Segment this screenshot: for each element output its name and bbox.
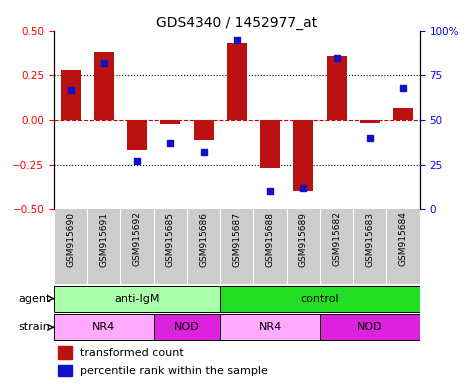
Text: GSM915688: GSM915688 bbox=[265, 212, 275, 266]
Text: anti-IgM: anti-IgM bbox=[114, 293, 160, 304]
Bar bbox=[61, 70, 81, 120]
Point bbox=[166, 140, 174, 146]
Bar bbox=[94, 52, 114, 120]
Bar bbox=[127, 120, 147, 151]
Text: GSM915691: GSM915691 bbox=[99, 212, 108, 266]
Text: agent: agent bbox=[18, 293, 50, 304]
Text: strain: strain bbox=[18, 322, 50, 333]
Point bbox=[400, 85, 407, 91]
Text: control: control bbox=[301, 293, 339, 304]
Bar bbox=[320, 314, 420, 340]
Text: NR4: NR4 bbox=[258, 322, 282, 333]
Bar bbox=[194, 120, 213, 140]
Point bbox=[366, 135, 374, 141]
Point bbox=[266, 189, 274, 195]
Point bbox=[200, 149, 207, 155]
Point bbox=[333, 55, 340, 61]
Bar bbox=[326, 56, 347, 120]
Bar bbox=[220, 286, 420, 311]
Text: GSM915686: GSM915686 bbox=[199, 212, 208, 266]
Text: percentile rank within the sample: percentile rank within the sample bbox=[80, 366, 267, 376]
Bar bbox=[393, 108, 413, 120]
Text: GSM915685: GSM915685 bbox=[166, 212, 175, 266]
Bar bbox=[227, 43, 247, 120]
Text: GSM915692: GSM915692 bbox=[133, 212, 142, 266]
Text: NOD: NOD bbox=[174, 322, 200, 333]
Point bbox=[133, 158, 141, 164]
Bar bbox=[54, 286, 220, 311]
Bar bbox=[160, 120, 180, 124]
Bar bbox=[54, 314, 154, 340]
Text: GSM915682: GSM915682 bbox=[332, 212, 341, 266]
Bar bbox=[154, 314, 220, 340]
Text: NOD: NOD bbox=[357, 322, 383, 333]
Title: GDS4340 / 1452977_at: GDS4340 / 1452977_at bbox=[156, 16, 318, 30]
Bar bbox=[360, 120, 380, 122]
Text: GSM915690: GSM915690 bbox=[66, 212, 75, 266]
Bar bbox=[58, 346, 72, 359]
Text: transformed count: transformed count bbox=[80, 348, 183, 358]
Point bbox=[67, 86, 74, 93]
Bar bbox=[58, 365, 72, 376]
Point bbox=[100, 60, 107, 66]
Text: GSM915689: GSM915689 bbox=[299, 212, 308, 266]
Text: NR4: NR4 bbox=[92, 322, 115, 333]
Text: GSM915683: GSM915683 bbox=[365, 212, 374, 266]
Text: GSM915684: GSM915684 bbox=[399, 212, 408, 266]
Bar bbox=[220, 314, 320, 340]
Point bbox=[300, 185, 307, 191]
Point bbox=[233, 36, 241, 43]
Bar bbox=[294, 120, 313, 192]
Bar bbox=[260, 120, 280, 168]
Text: GSM915687: GSM915687 bbox=[232, 212, 242, 266]
